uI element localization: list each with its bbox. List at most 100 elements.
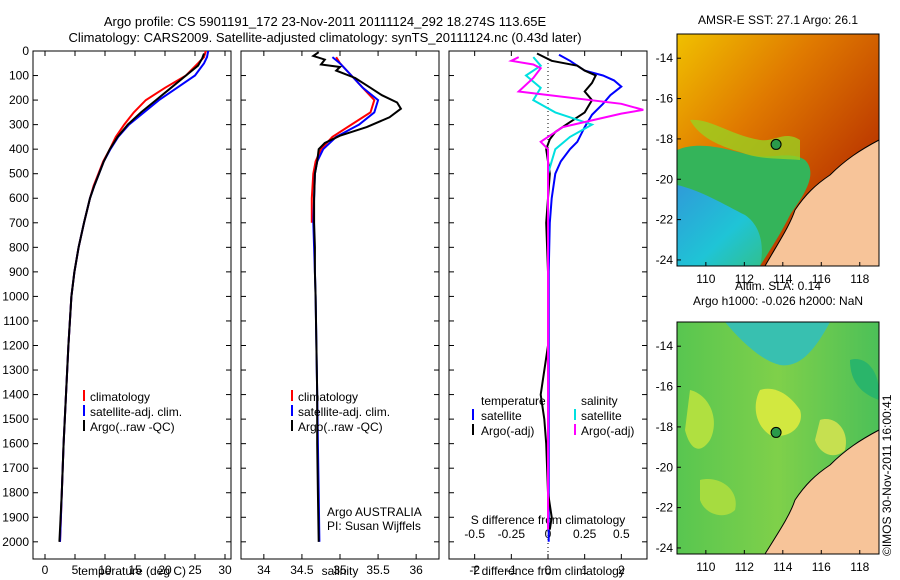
y-tick-label: 700 — [9, 216, 29, 230]
y-tick-label: 1600 — [2, 437, 29, 451]
map-x-tick-label: 116 — [812, 560, 831, 574]
legend-label: climatology — [298, 390, 358, 404]
salinity-series-group — [310, 51, 403, 542]
series-line-argo-raw-qc- — [311, 51, 403, 542]
map-x-tick-label: 118 — [850, 272, 869, 286]
salinity-xlabel: salinity — [322, 564, 359, 578]
y-tick-label: 200 — [9, 93, 29, 107]
x-tick-label: 0 — [42, 563, 49, 577]
y-tick-label: 800 — [9, 240, 29, 254]
x2-tick-label: -0.5 — [464, 527, 485, 541]
map-y-tick-label: -14 — [656, 51, 674, 65]
map-y-tick-label: -20 — [656, 172, 674, 186]
climatology-title: Climatology: CARS2009. Satellite-adjuste… — [68, 30, 582, 45]
legend-label: Argo(..raw -QC) — [298, 420, 383, 434]
map-y-tick-label: -18 — [656, 132, 674, 146]
map-y-tick-label: -14 — [656, 339, 674, 353]
sla-map-frame — [676, 321, 880, 555]
y-tick-label: 0 — [22, 44, 29, 58]
x-tick-label: 20 — [158, 563, 172, 577]
y-tick-label: 1200 — [2, 338, 29, 352]
map-x-tick-label: 114 — [773, 560, 792, 574]
y-tick-label: 1900 — [2, 510, 29, 524]
temperature-panel: 0 5 10 15 20 25 30 temperature (deg C) 0 100 200 30… — [2, 44, 232, 578]
sla-map-title: Altim. SLA: 0.14 — [735, 279, 821, 293]
imos-watermark: ©IMOS 30-Nov-2011 16:00:41 — [880, 394, 894, 556]
y-tick-label: 600 — [9, 191, 29, 205]
y-tick-label: 100 — [9, 69, 29, 83]
map-y-tick-label: -24 — [656, 541, 674, 555]
map-x-tick-label: 112 — [735, 560, 754, 574]
series-line-climatology — [59, 51, 207, 542]
sla-map-axes: 110 112 114 116 118 -14 -16 -18 -20 -22 -24 Altim. … — [656, 279, 870, 574]
operator-annotation: Argo AUSTRALIA — [327, 505, 422, 519]
map-y-tick-label: -24 — [656, 253, 674, 267]
y-tick-label: 1400 — [2, 388, 29, 402]
x-tick-label: 34 — [257, 563, 271, 577]
map-y-tick-label: -16 — [656, 92, 674, 106]
sla-map-title: Argo h1000: -0.026 h2000: NaN — [693, 294, 863, 308]
series-line-argo-raw-qc- — [58, 53, 205, 542]
x-tick-label: 2 — [618, 563, 625, 577]
y-tick-label: 300 — [9, 118, 29, 132]
legend-label: satellite-adj. clim. — [90, 405, 182, 419]
argo-float-marker — [770, 138, 782, 150]
legend-label: climatology — [90, 390, 150, 404]
legend-label: satellite-adj. clim. — [298, 405, 390, 419]
y-tick-label: 1700 — [2, 461, 29, 475]
y-tick-label: 500 — [9, 167, 29, 181]
map-y-tick-label: -16 — [656, 380, 674, 394]
x-tick-label: 35.5 — [366, 563, 390, 577]
map-x-tick-label: 116 — [812, 272, 831, 286]
y-tick-label: 1000 — [2, 289, 29, 303]
x2-tick-label: -0.25 — [498, 527, 526, 541]
y-tick-label: 1800 — [2, 486, 29, 500]
x-tick-label: 1 — [581, 563, 588, 577]
map-y-tick-label: -22 — [656, 213, 674, 227]
x-tick-label: 15 — [128, 563, 142, 577]
series-line-satellite-adj-clim- — [312, 56, 380, 542]
x-tick-label: -2 — [469, 563, 480, 577]
sla-map — [677, 322, 879, 554]
map-x-tick-label: 118 — [850, 560, 869, 574]
profile-title: Argo profile: CS 5901191_172 23-Nov-2011… — [103, 14, 547, 29]
map-x-tick-label: 110 — [696, 560, 715, 574]
x-tick-label: 10 — [98, 563, 112, 577]
sst-map-frame — [676, 33, 880, 267]
series-line-salinity-argo-adj- — [508, 56, 644, 530]
temperature-xlabel: temperature (deg C) — [78, 564, 186, 578]
temperature-series-group — [58, 51, 210, 542]
map-y-tick-label: -22 — [656, 501, 674, 515]
temperature-axes-frame — [32, 50, 232, 560]
x-tick-label: 30 — [218, 563, 232, 577]
legend-label: Argo(-adj) — [481, 424, 534, 438]
series-line-temperature-argo-adj- — [536, 52, 598, 530]
argo-float-marker — [770, 426, 782, 438]
salinity-axes-frame — [240, 50, 440, 560]
x-tick-label: 34.5 — [290, 563, 314, 577]
y-tick-label: 1500 — [2, 412, 29, 426]
map-x-tick-label: 112 — [735, 272, 754, 286]
y-tick-label: 900 — [9, 265, 29, 279]
differences-panel: -2 -1 0 1 2T difference from climatology -0.5… — [448, 50, 648, 578]
map-y-tick-label: -20 — [656, 460, 674, 474]
x2-tick-label: 0.25 — [573, 527, 597, 541]
legend-label: salinity — [581, 394, 618, 408]
legend-label: Argo(..raw -QC) — [90, 420, 175, 434]
y-tick-label: 2000 — [2, 535, 29, 549]
x-tick-label: -1 — [506, 563, 517, 577]
y-tick-label: 1100 — [3, 314, 29, 328]
legend-label: Argo(-adj) — [581, 424, 634, 438]
map-x-tick-label: 110 — [696, 272, 715, 286]
y-tick-label: 400 — [9, 142, 29, 156]
x-tick-label: 36 — [409, 563, 423, 577]
x-tick-label: 25 — [188, 563, 202, 577]
series-line-satellite-adj-clim- — [59, 51, 210, 542]
x2-tick-label: 0.5 — [613, 527, 630, 541]
sst-map-title: AMSR-E SST: 27.1 Argo: 26.1 — [698, 13, 858, 27]
x-tick-label: 0 — [545, 563, 552, 577]
sst-map — [677, 34, 879, 266]
legend-label: satellite — [481, 409, 522, 423]
operator-annotation: PI: Susan Wijffels — [327, 519, 421, 533]
differences-xlabel: T difference from climatology — [471, 564, 625, 578]
